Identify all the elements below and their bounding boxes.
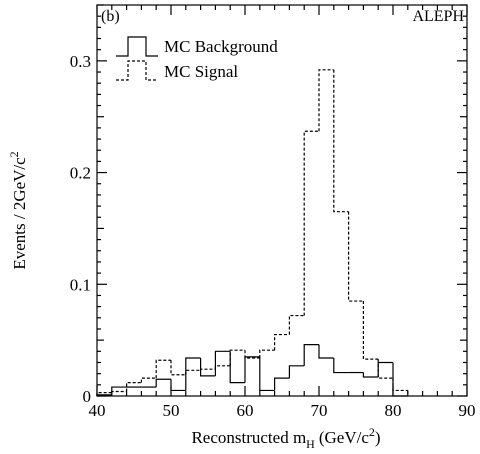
x-tick-label: 80 [385,401,402,420]
x-tick-label: 70 [311,401,328,420]
signal-bin [185,369,201,375]
x-axis-label-close: ) [375,428,381,447]
signal-bin [140,377,157,383]
legend-background-label: MC Background [164,37,278,56]
plot-frame [96,4,468,397]
signal-bin [348,211,364,302]
y-axis-ticks: 0 0.1 0.2 0.3 [70,4,467,406]
x-tick-label: 50 [163,401,180,420]
legend: MC Background MC Signal [116,36,278,81]
signal-bin [111,390,127,393]
y-tick-label: 0.2 [70,164,91,183]
background-bin [392,362,408,397]
signal-bin [392,378,408,392]
y-axis-label-superscript: 2 [7,151,21,157]
signal-bin [214,365,231,370]
x-axis-label-subscript: H [306,437,315,451]
background-bin [288,365,305,379]
panel-label: (b) [101,8,120,25]
signal-bin [259,349,275,359]
signal-bin [303,130,319,316]
signal-bin [333,69,349,213]
background-bin [259,356,275,392]
background-bin [274,377,290,391]
signal-bin [377,359,393,379]
x-tick-label: 60 [237,401,254,420]
experiment-label: ALEPH [412,8,464,25]
signal-bin [274,333,290,351]
background-bin [155,378,171,388]
y-tick-label: 0 [83,387,92,406]
background-histogram [96,344,408,397]
background-bin [303,344,319,366]
signal-bin [200,368,216,371]
y-axis-label: Events / 2GeV/c2 [7,151,29,269]
x-axis-label-superscript: 2 [369,425,375,439]
signal-bin [318,69,334,132]
signal-bin [244,350,260,359]
background-bin [200,358,216,377]
x-axis-label: Reconstructed mH (GeV/c2) [191,425,380,451]
background-bin [362,372,379,378]
y-tick-label: 0.1 [70,275,91,294]
x-axis-label-main: Reconstructed m [191,428,306,447]
background-bin [214,350,231,376]
background-bin [185,357,201,391]
background-bin [244,356,260,383]
x-tick-label: 40 [89,401,106,420]
background-bin [318,344,334,359]
legend-signal-symbol [116,60,158,81]
background-bin [229,351,245,384]
signal-bin [362,301,379,360]
x-axis-label-unit: (GeV/c [319,428,369,447]
x-tick-label: 90 [459,401,476,420]
signal-bin [170,360,186,376]
legend-background-symbol [116,36,158,57]
legend-signal-label: MC Signal [164,62,238,81]
background-bin [377,361,393,378]
signal-bin [288,314,305,335]
x-axis-ticks: 40 50 60 70 80 90 [89,5,476,420]
y-tick-label: 0.3 [70,52,91,71]
signal-histogram [96,69,409,396]
signal-bin [126,381,142,392]
background-bin [170,379,186,392]
background-bin [333,358,349,374]
y-axis-label-main: Events / 2GeV/c [10,157,29,270]
signal-bin [155,359,171,379]
background-bin [111,386,127,395]
signal-bin [229,349,245,366]
